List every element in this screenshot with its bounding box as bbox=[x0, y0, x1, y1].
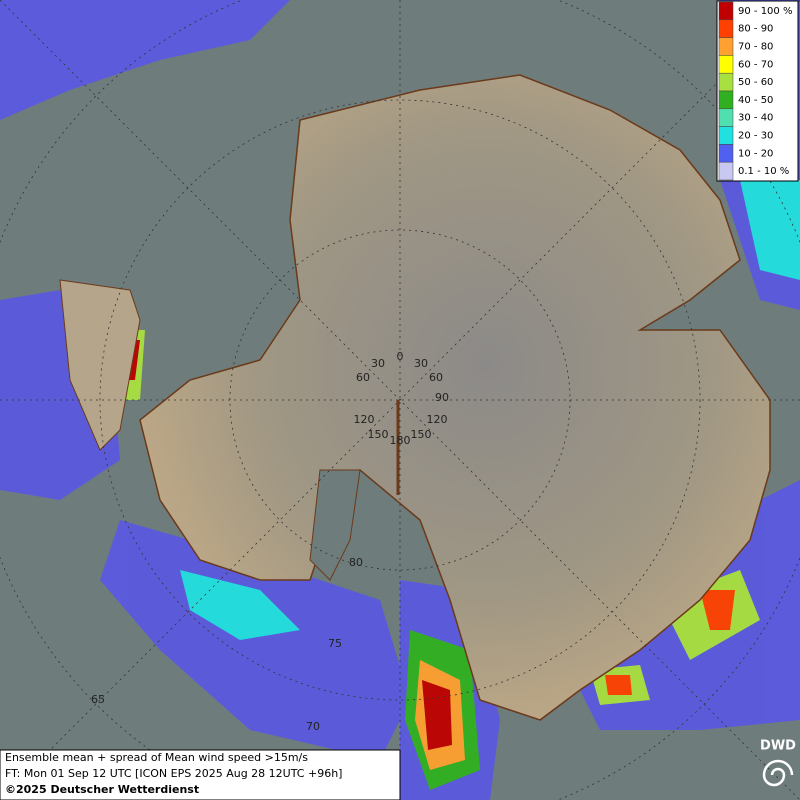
legend-swatch bbox=[718, 90, 734, 110]
legend-label: 90 - 100 % bbox=[738, 6, 792, 17]
longitude-label: 150 bbox=[368, 428, 389, 441]
legend: 90 - 100 % 80 - 90 70 - 80 60 - 70 50 - 60 40… bbox=[716, 0, 799, 182]
legend-label: 40 - 50 bbox=[738, 95, 773, 106]
legend-swatch bbox=[718, 161, 734, 181]
longitude-label: 120 bbox=[427, 413, 448, 426]
latitude-label: 80 bbox=[349, 556, 363, 569]
legend-swatch bbox=[718, 144, 734, 163]
logo-swirl bbox=[762, 759, 794, 787]
logo-text: DWD bbox=[760, 739, 796, 754]
longitude-label: 60 bbox=[429, 371, 443, 384]
peninsula bbox=[59, 279, 141, 451]
legend-swatch bbox=[718, 72, 734, 92]
legend-label: 20 - 30 bbox=[738, 131, 773, 142]
longitude-label: 30 bbox=[371, 357, 385, 370]
legend-label: 60 - 70 bbox=[738, 59, 773, 70]
latitude-label: 75 bbox=[328, 637, 342, 650]
legend-label: 30 - 40 bbox=[738, 113, 773, 124]
dwd-logo: DWD bbox=[760, 739, 796, 787]
ross-sea bbox=[309, 469, 361, 581]
footer-box bbox=[0, 749, 401, 800]
longitude-label: 120 bbox=[354, 413, 375, 426]
legend-swatch bbox=[718, 19, 734, 38]
legend-swatch bbox=[718, 55, 734, 74]
legend-swatch bbox=[718, 37, 734, 56]
latitude-label: 65 bbox=[91, 693, 105, 706]
latitude-label: 70 bbox=[306, 720, 320, 733]
legend-label: 10 - 20 bbox=[738, 148, 773, 159]
legend-swatch bbox=[718, 126, 734, 145]
longitude-label: 90 bbox=[435, 391, 449, 404]
legend-swatch bbox=[718, 108, 734, 127]
legend-label: 80 - 90 bbox=[738, 24, 773, 35]
legend-label: 70 - 80 bbox=[738, 42, 773, 53]
footer-line: FT: Mon 01 Sep 12 UTC [ICON EPS 2025 Aug… bbox=[5, 767, 342, 780]
longitude-label: 30 bbox=[414, 357, 428, 370]
footer-line: ©2025 Deutscher Wetterdienst bbox=[5, 783, 199, 796]
longitude-label: 0 bbox=[397, 350, 404, 363]
longitude-label: 180 bbox=[390, 434, 411, 447]
footer-line: Ensemble mean + spread of Mean wind spee… bbox=[5, 751, 308, 764]
legend-label: 50 - 60 bbox=[738, 77, 773, 88]
legend-label: 0.1 - 10 % bbox=[738, 166, 789, 177]
legend-swatch bbox=[718, 1, 734, 21]
antarctica bbox=[139, 74, 771, 721]
longitude-label: 60 bbox=[356, 371, 370, 384]
longitude-label: 150 bbox=[411, 428, 432, 441]
